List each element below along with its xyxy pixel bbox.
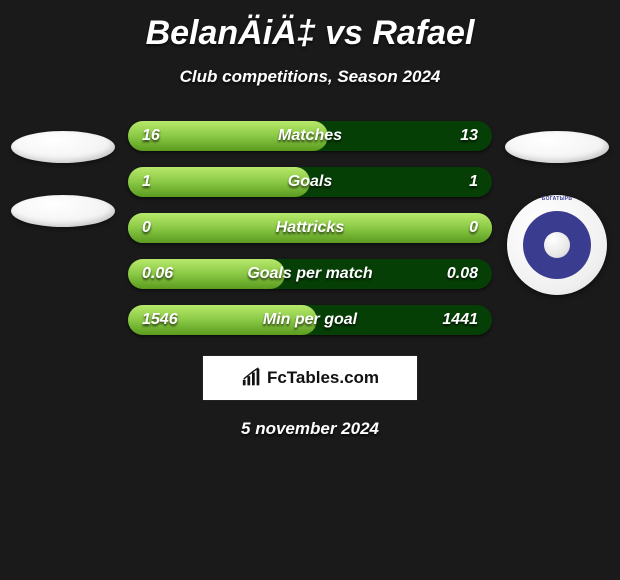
stat-right-matches: 13 [412,127,492,145]
stat-left-hattricks: 0 [128,219,208,237]
stat-left-mpg: 1546 [128,311,208,329]
stat-right-hattricks: 0 [412,219,492,237]
brand-box[interactable]: FcTables.com [202,355,418,401]
left-player-col [6,121,120,227]
stat-label-hattricks: Hattricks [208,219,412,237]
player-right-shape-1 [505,131,609,163]
stat-label-matches: Matches [208,127,412,145]
player-left-shape-1 [11,131,115,163]
stat-right-mpg: 1441 [412,311,492,329]
main-row: 16 Matches 13 1 Goals 1 0 Hattricks 0 0.… [0,121,620,335]
stats-col: 16 Matches 13 1 Goals 1 0 Hattricks 0 0.… [120,121,500,335]
stat-right-goals: 1 [412,173,492,191]
stat-bar-mpg: 1546 Min per goal 1441 [128,305,492,335]
stat-bar-hattricks: 0 Hattricks 0 [128,213,492,243]
stat-left-gpm: 0.06 [128,265,208,283]
club-badge-right: БОГАТЫРЬ [507,195,607,295]
soccer-ball-icon [544,232,570,258]
stat-bar-matches: 16 Matches 13 [128,121,492,151]
page-subtitle: Club competitions, Season 2024 [0,67,620,87]
stat-left-goals: 1 [128,173,208,191]
stat-label-gpm: Goals per match [208,265,412,283]
brand-text: FcTables.com [267,368,379,388]
stat-left-matches: 16 [128,127,208,145]
stat-right-gpm: 0.08 [412,265,492,283]
badge-inner [523,211,591,279]
badge-top-text: БОГАТЫРЬ [542,196,573,202]
page-title: BelanÄiÄ‡ vs Rafael [0,14,620,53]
stat-bar-goals: 1 Goals 1 [128,167,492,197]
stat-label-goals: Goals [208,173,412,191]
date-line: 5 november 2024 [0,419,620,439]
comparison-card: BelanÄiÄ‡ vs Rafael Club competitions, S… [0,0,620,449]
stat-label-mpg: Min per goal [208,311,412,329]
bar-chart-icon [241,367,263,389]
stat-bar-gpm: 0.06 Goals per match 0.08 [128,259,492,289]
player-left-shape-2 [11,195,115,227]
right-player-col: БОГАТЫРЬ [500,121,614,295]
